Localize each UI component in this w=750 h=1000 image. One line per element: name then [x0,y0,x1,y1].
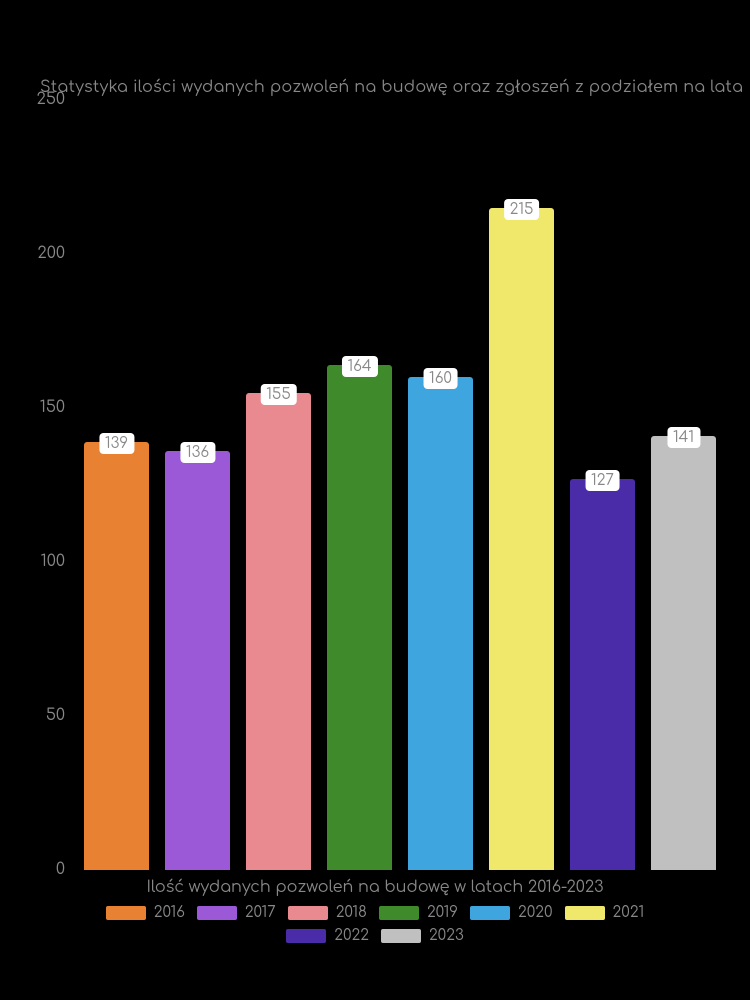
bar-2020 [408,377,473,870]
bar-value-label: 136 [180,442,215,463]
legend-swatch [106,906,146,920]
bar-2018 [246,393,311,870]
bar-value-label: 160 [423,368,458,389]
legend-label: 2019 [427,904,458,921]
bar-value-label: 139 [99,433,134,454]
legend-label: 2016 [154,904,185,921]
legend-item-2016: 2016 [106,904,185,921]
bar-2021 [489,208,554,870]
bar-2022 [570,479,635,870]
y-tick-label: 100 [25,552,65,570]
legend-label: 2022 [334,927,369,944]
legend-label: 2017 [245,904,276,921]
legend-item-2020: 2020 [470,904,553,921]
legend-label: 2018 [336,904,367,921]
bar-value-label: 141 [667,427,700,448]
legend-item-2019: 2019 [379,904,458,921]
bar-value-label: 215 [504,199,540,220]
bar-value-label: 127 [585,470,620,491]
legend-swatch [379,906,419,920]
bar-2016 [84,442,149,870]
legend-swatch [286,929,326,943]
legend-label: 2020 [518,904,553,921]
legend-swatch [197,906,237,920]
legend-item-2018: 2018 [288,904,367,921]
chart-area: 139 136 155 164 160 215 127 141 [75,100,725,870]
chart-title: Statystyka ilości wydanych pozwoleń na b… [40,78,743,96]
legend-label: 2023 [429,927,464,944]
legend-swatch [288,906,328,920]
legend-item-2021: 2021 [565,904,645,921]
legend-swatch [381,929,421,943]
bar-2017 [165,451,230,870]
bar-value-label: 155 [260,384,296,405]
chart-legend: 2016 2017 2018 2019 2020 2021 2022 2023 [0,904,750,950]
legend-label: 2021 [613,904,645,921]
x-axis-title: Ilość wydanych pozwoleń na budowę w lata… [146,878,603,896]
legend-swatch [470,906,510,920]
bar-2019 [327,365,392,870]
legend-item-2023: 2023 [381,927,464,944]
y-tick-label: 0 [25,860,65,878]
legend-swatch [565,906,605,920]
y-tick-label: 200 [25,244,65,262]
bar-2023 [651,436,716,870]
legend-item-2022: 2022 [286,927,369,944]
legend-item-2017: 2017 [197,904,276,921]
y-tick-label: 150 [25,398,65,416]
y-tick-label: 250 [25,90,65,108]
y-tick-label: 50 [25,706,65,724]
bar-value-label: 164 [341,356,377,377]
chart-plot: 139 136 155 164 160 215 127 141 [75,100,725,870]
